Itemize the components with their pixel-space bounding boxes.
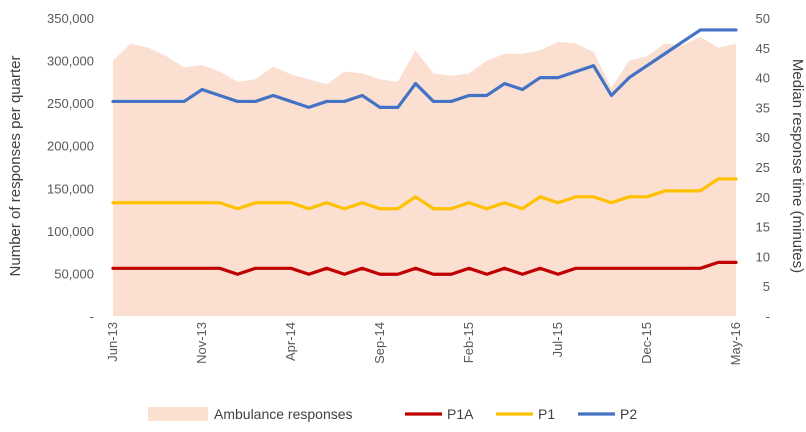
y-tick-label: 350,000 [47, 11, 94, 26]
y-tick-label: 200,000 [47, 139, 94, 154]
y-tick-label: 100,000 [47, 224, 94, 239]
y2-tick-label: - [766, 309, 770, 324]
legend-swatch-ambulance-responses [148, 407, 208, 421]
legend-label-p2: P2 [620, 406, 637, 422]
legend-label-p1a: P1A [447, 406, 474, 422]
y2-tick-label: 10 [756, 249, 770, 264]
x-tick-label: Sep-14 [372, 322, 387, 364]
y-tick-label: 250,000 [47, 96, 94, 111]
y2-tick-label: 40 [756, 71, 770, 86]
y2-tick-label: 45 [756, 41, 770, 56]
y2-tick-label: 15 [756, 220, 770, 235]
legend-label-ambulance-responses: Ambulance responses [214, 406, 353, 422]
x-tick-label: Nov-13 [194, 322, 209, 364]
y2-tick-label: 5 [763, 279, 770, 294]
x-tick-label: Jul-15 [550, 322, 565, 357]
series-line-p1a [111, 260, 738, 276]
y-tick-label: - [90, 309, 94, 324]
y2-axis-ticks: - 5 10 15 20 25 30 35 40 45 50 [756, 11, 770, 324]
series-line-p1 [111, 177, 738, 211]
y-tick-label: 50,000 [54, 266, 94, 281]
area-layer [113, 36, 736, 316]
y2-axis-title: Median response time (minutes) [789, 59, 806, 273]
y2-tick-label: 30 [756, 130, 770, 145]
line-layer [111, 28, 738, 276]
y-axis-title: Number of responses per quarter [7, 56, 24, 277]
x-tick-label: May-16 [728, 322, 743, 365]
area-ambulance-responses [113, 36, 736, 316]
y-axis-ticks: - 50,000 100,000 150,000 200,000 250,000 300,0… [47, 11, 94, 324]
x-axis-ticks: Jun-13 Nov-13 Apr-14 Sep-14 Feb-15 Jul-15 Dec-… [105, 322, 743, 365]
x-tick-label: Jun-13 [105, 322, 120, 362]
x-tick-label: Dec-15 [639, 322, 654, 364]
series-line-p2 [111, 28, 738, 110]
x-tick-label: Apr-14 [283, 322, 298, 361]
y-tick-label: 300,000 [47, 54, 94, 69]
legend: Ambulance responses P1A P1 P2 [148, 406, 637, 422]
x-tick-label: Feb-15 [461, 322, 476, 363]
legend-label-p1: P1 [538, 406, 555, 422]
y2-tick-label: 35 [756, 100, 770, 115]
y-tick-label: 150,000 [47, 181, 94, 196]
y2-tick-label: 20 [756, 190, 770, 205]
y2-tick-label: 50 [756, 11, 770, 26]
y2-tick-label: 25 [756, 160, 770, 175]
